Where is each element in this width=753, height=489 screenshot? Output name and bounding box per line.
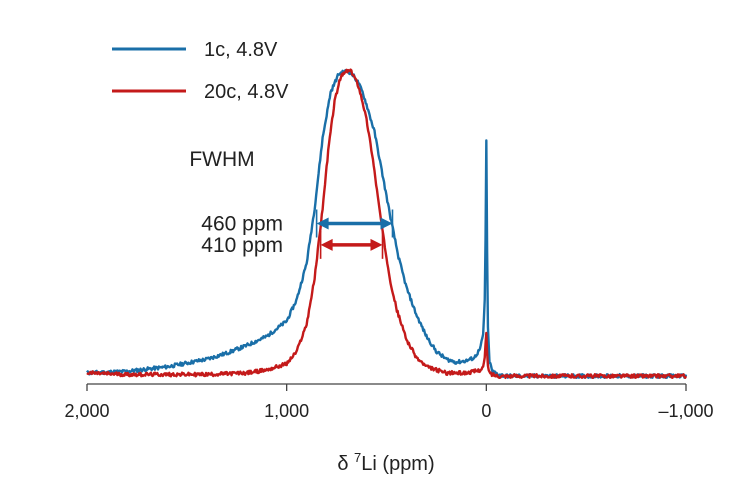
x-tick-label: –1,000 (658, 401, 713, 421)
fwhm-arrow-head-right (370, 238, 383, 251)
fwhm-arrow-head-left (320, 238, 333, 251)
x-axis: 2,000 1,000 0 –1,000 (64, 383, 714, 421)
x-axis-title: δ 7Li (ppm) (337, 450, 434, 475)
fwhm-arrow-head-right (380, 217, 393, 230)
fwhm-arrow: 460 ppm (201, 209, 394, 238)
fwhm-value-label: 460 ppm (201, 213, 283, 236)
legend-label: 20c, 4.8V (204, 81, 289, 103)
x-tick-label: 2,000 (64, 401, 109, 421)
legend-label: 1c, 4.8V (204, 39, 278, 61)
x-axis-title-prefix: δ (337, 453, 354, 475)
fwhm-arrow: 410 ppm (201, 230, 384, 259)
plot-area (86, 68, 688, 380)
legend: 1c, 4.8V 20c, 4.8V (112, 39, 289, 103)
x-tick-label: 0 (481, 401, 491, 421)
x-tick-label: 1,000 (264, 401, 309, 421)
fwhm-value-label: 410 ppm (201, 234, 283, 257)
series-line-20c-4-8v (86, 68, 688, 380)
fwhm-arrow-head-left (316, 217, 329, 230)
fwhm-label: FWHM (189, 148, 254, 171)
x-axis-title-main: Li (ppm) (361, 453, 434, 475)
x-axis-title-superscript: 7 (354, 450, 361, 465)
